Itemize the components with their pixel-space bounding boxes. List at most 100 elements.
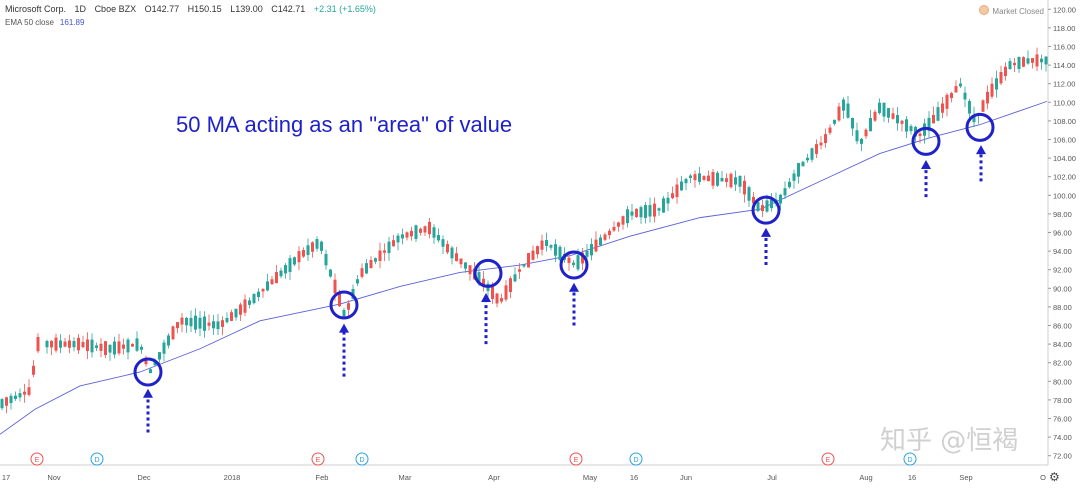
- event-marker-label: E: [316, 457, 321, 464]
- x-tick-label: Apr: [488, 473, 500, 482]
- event-marker-E[interactable]: [821, 452, 835, 466]
- candle-body: [504, 285, 508, 300]
- support-arrow-head: [481, 292, 491, 302]
- candle-body: [576, 255, 580, 270]
- indicator-legend[interactable]: EMA 50 close 161.89: [5, 18, 84, 27]
- candle-body: [986, 91, 989, 104]
- candle-body: [1035, 54, 1039, 67]
- candle-body: [378, 250, 382, 261]
- candle-body: [77, 337, 80, 351]
- x-tick-label: Feb: [316, 473, 329, 482]
- event-marker-E[interactable]: [30, 452, 44, 466]
- candle-body: [878, 102, 881, 114]
- interval-label[interactable]: 1D: [74, 4, 87, 14]
- event-marker-D[interactable]: [90, 452, 104, 466]
- candle-body: [846, 103, 850, 118]
- candle-body: [495, 293, 499, 304]
- candle-body: [941, 103, 944, 113]
- candle-body: [500, 298, 503, 302]
- x-tick-label: 17: [2, 473, 10, 482]
- candle-body: [1013, 62, 1016, 66]
- candle-body: [720, 178, 724, 182]
- event-marker-label: E: [35, 457, 40, 464]
- candle-body: [230, 312, 233, 321]
- candle-body: [729, 173, 733, 188]
- candle-body: [945, 94, 949, 109]
- candle-body: [995, 78, 998, 90]
- candle-body: [594, 239, 598, 252]
- x-tick-label: Jul: [767, 473, 777, 482]
- event-marker-label: D: [94, 457, 99, 464]
- candle-body: [1017, 57, 1021, 70]
- event-marker-E[interactable]: [311, 452, 325, 466]
- candle-body: [689, 175, 692, 178]
- support-arrow-head: [761, 227, 771, 237]
- y-tick-label: 112.00: [1053, 80, 1075, 89]
- candle-body: [329, 269, 332, 277]
- candle-body: [680, 181, 683, 191]
- candle-body: [356, 279, 359, 284]
- candle-body: [797, 163, 800, 177]
- ema-50-line: [0, 100, 1048, 435]
- candle-body: [477, 272, 481, 285]
- candle-body: [369, 260, 373, 269]
- candle-body: [833, 119, 836, 124]
- candle-body: [540, 240, 544, 250]
- candle-body: [819, 142, 823, 146]
- candle-body: [639, 207, 643, 218]
- candle-body: [194, 315, 197, 330]
- candle-body: [626, 209, 629, 224]
- candle-body: [779, 194, 782, 204]
- highlight-circle: [329, 290, 359, 320]
- candle-body: [675, 184, 679, 198]
- close-value: C142.71: [271, 4, 306, 14]
- candle-body: [27, 387, 31, 395]
- event-marker-E[interactable]: [569, 452, 583, 466]
- candle-body: [333, 279, 337, 294]
- candle-body: [383, 250, 386, 253]
- y-tick-label: 84.00: [1053, 340, 1072, 349]
- candle-body: [90, 339, 94, 353]
- candle-body: [617, 222, 620, 227]
- candle-body: [990, 83, 994, 97]
- y-tick-label: 120.00: [1053, 5, 1076, 14]
- candle-body: [599, 237, 602, 246]
- candle-body: [158, 352, 161, 360]
- support-arrow-head: [976, 145, 986, 155]
- candle-body: [153, 361, 157, 366]
- gear-icon[interactable]: ⚙: [1049, 470, 1060, 484]
- candle-body: [648, 205, 652, 217]
- highlight-circle: [133, 357, 163, 387]
- candle-body: [653, 203, 656, 217]
- candle-body: [338, 293, 341, 307]
- candle-body: [270, 279, 274, 285]
- y-tick-label: 100.00: [1053, 191, 1076, 200]
- candle-body: [113, 341, 116, 355]
- candle-body: [302, 250, 305, 257]
- candle-body: [860, 138, 863, 144]
- x-tick-label: 16: [908, 473, 916, 482]
- candle-body: [554, 244, 557, 256]
- highlight-circle: [911, 126, 941, 156]
- candle-body: [324, 254, 328, 266]
- candle-body: [666, 197, 670, 204]
- candle-body: [365, 263, 368, 274]
- market-status[interactable]: Market Closed: [979, 5, 1044, 16]
- x-tick-label: Jun: [680, 473, 692, 482]
- symbol-name[interactable]: Microsoft Corp.: [5, 4, 67, 14]
- support-arrow-head: [569, 282, 579, 292]
- candle-body: [441, 239, 445, 247]
- highlight-circle: [965, 112, 995, 142]
- event-marker-D[interactable]: [629, 452, 643, 466]
- candle-body: [545, 239, 548, 246]
- candle-body: [1004, 66, 1007, 77]
- candle-body: [374, 258, 377, 262]
- candle-body: [887, 108, 890, 118]
- x-tick-label: Dec: [137, 473, 151, 482]
- event-marker-D[interactable]: [903, 452, 917, 466]
- event-marker-D[interactable]: [355, 452, 369, 466]
- candle-body: [522, 264, 526, 267]
- y-tick-label: 108.00: [1053, 117, 1076, 126]
- candle-body: [900, 120, 904, 124]
